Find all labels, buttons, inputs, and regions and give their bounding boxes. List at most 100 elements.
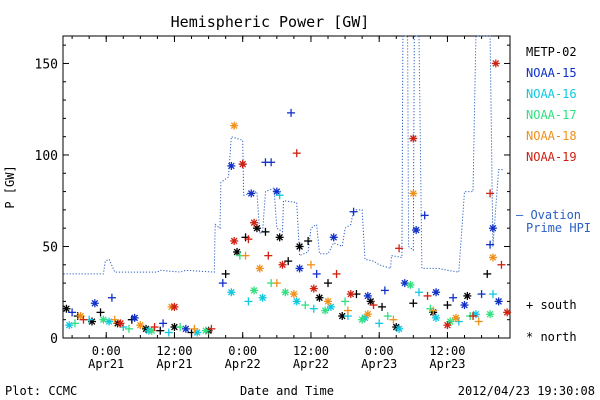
- point-north: [130, 313, 139, 322]
- point-south: [207, 324, 216, 333]
- point-south: [443, 301, 452, 310]
- marker-stroke: [100, 316, 107, 324]
- marker-stroke: [503, 309, 511, 316]
- y-axis-label: P [GW]: [3, 165, 17, 208]
- point-north: [432, 313, 441, 322]
- point-south: [275, 191, 284, 200]
- marker-stroke: [63, 305, 70, 313]
- point-north: [275, 233, 284, 242]
- marker-stroke: [310, 285, 318, 292]
- x-tick-label-time: 12:00: [293, 344, 329, 358]
- point-north: [90, 299, 99, 308]
- point-north: [65, 321, 74, 330]
- point-south: [449, 293, 458, 302]
- marker-stroke: [227, 288, 235, 296]
- marker-stroke: [88, 318, 96, 325]
- point-south: [221, 269, 230, 278]
- marker-stroke: [407, 281, 414, 289]
- point-north: [255, 264, 264, 273]
- marker-stroke: [464, 292, 471, 300]
- point-north: [400, 279, 409, 288]
- x-tick-label-date: Apr21: [88, 357, 124, 371]
- marker-stroke: [171, 323, 178, 331]
- chart-title: Hemispheric Power [GW]: [171, 13, 370, 31]
- marker-stroke: [338, 312, 346, 320]
- point-north: [250, 218, 259, 227]
- marker-stroke: [131, 314, 138, 322]
- point-north: [292, 297, 301, 306]
- point-south: [261, 227, 270, 236]
- point-north: [181, 324, 190, 333]
- point-north: [503, 308, 512, 317]
- point-north: [116, 319, 125, 328]
- point-north: [406, 280, 415, 289]
- point-north: [494, 297, 503, 306]
- marker-stroke: [182, 325, 190, 333]
- legend-ovation-line2: Prime HPI: [526, 221, 591, 235]
- marker-stroke: [290, 290, 298, 298]
- marker-stroke: [495, 298, 502, 305]
- point-north: [346, 290, 355, 299]
- point-south: [409, 299, 418, 308]
- point-south: [380, 286, 389, 295]
- plot-frame: [62, 35, 511, 339]
- marker-stroke: [444, 321, 451, 329]
- point-north: [363, 310, 372, 319]
- y-tick-label: 100: [35, 149, 58, 164]
- point-north: [488, 253, 497, 262]
- point-south: [70, 319, 79, 328]
- x-tick-label-date: Apr21: [156, 357, 192, 371]
- point-south: [218, 279, 227, 288]
- point-south: [375, 319, 384, 328]
- point-south: [343, 306, 352, 315]
- point-north: [99, 315, 108, 324]
- marker-stroke: [486, 310, 494, 318]
- point-south: [267, 158, 276, 167]
- x-tick-label-date: Apr23: [429, 357, 465, 371]
- point-south: [423, 291, 432, 300]
- x-tick-label-time: 12:00: [156, 344, 192, 358]
- marker-stroke: [250, 287, 258, 294]
- marker-stroke: [117, 320, 124, 327]
- point-north: [321, 306, 330, 315]
- point-south: [324, 279, 333, 288]
- point-south: [469, 312, 478, 321]
- x-tick-label-time: 12:00: [429, 344, 465, 358]
- point-south: [241, 251, 250, 260]
- point-south: [272, 279, 281, 288]
- marker-stroke: [239, 160, 247, 168]
- legend-entry-noaa-18: NOAA-18: [526, 129, 577, 143]
- marker-stroke: [432, 288, 440, 296]
- marker-stroke: [273, 188, 281, 195]
- x-tick-label-time: 0:00: [92, 344, 121, 358]
- point-south: [349, 207, 358, 216]
- point-south: [244, 235, 253, 244]
- point-south: [164, 328, 173, 337]
- point-south: [429, 306, 438, 315]
- x-axis-label: Date and Time: [240, 384, 334, 398]
- y-tick-label: 50: [42, 240, 58, 255]
- point-north: [460, 301, 469, 310]
- point-south: [488, 290, 497, 299]
- legend-entry-metp-02: METP-02: [526, 45, 577, 59]
- marker-stroke: [401, 279, 409, 287]
- point-south: [156, 326, 165, 335]
- point-north: [338, 312, 347, 321]
- point-south: [150, 323, 159, 332]
- y-tick-label: 150: [35, 57, 58, 72]
- point-north: [230, 121, 239, 130]
- x-axis-ticks: 0:00Apr2112:00Apr210:00Apr2212:00Apr220:…: [71, 36, 500, 371]
- marker-stroke: [148, 327, 156, 335]
- point-south: [309, 304, 318, 313]
- point-north: [278, 260, 287, 269]
- y-axis-ticks: 0 50 100 150: [35, 44, 510, 347]
- point-north: [193, 328, 202, 337]
- legend-marker-south: + south: [526, 298, 577, 312]
- x-tick-label-date: Apr22: [293, 357, 329, 371]
- marker-stroke: [233, 248, 241, 256]
- point-south: [304, 236, 313, 245]
- point-south: [79, 315, 88, 324]
- point-north: [289, 290, 298, 299]
- point-south: [110, 315, 119, 324]
- x-tick-label-date: Apr23: [361, 357, 397, 371]
